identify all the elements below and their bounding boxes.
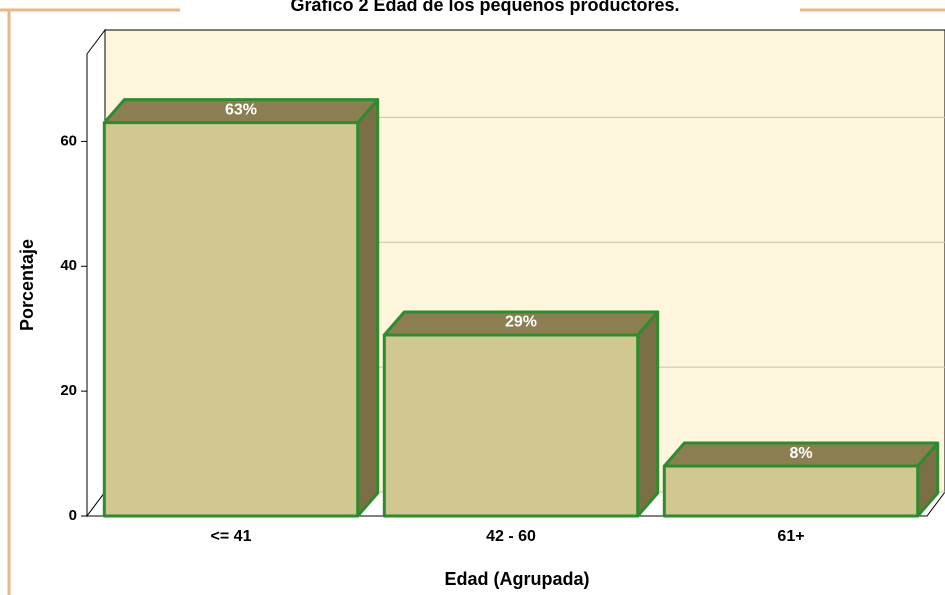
y-axis-label: Porcentaje <box>17 239 37 331</box>
bar <box>102 98 380 518</box>
bar <box>662 441 940 518</box>
bar-front <box>382 333 640 518</box>
y-tick-label: 40 <box>60 257 77 274</box>
bar-front <box>662 464 920 518</box>
value-label: 63% <box>225 101 257 118</box>
value-label: 8% <box>789 445 812 462</box>
x-tick-label: 42 - 60 <box>486 528 536 545</box>
x-tick-label: 61+ <box>777 528 804 545</box>
bars: <= 41 63% 42 - 60 29% 61+ 8% <box>102 98 940 545</box>
bar-side <box>356 98 380 518</box>
bar-side <box>636 310 660 518</box>
x-tick-label: <= 41 <box>211 528 252 545</box>
y-tick-label: 20 <box>60 382 77 399</box>
title-backdrop <box>180 0 800 12</box>
y-tick-label: 60 <box>60 132 77 149</box>
value-label: 29% <box>505 314 537 331</box>
y-tick-label: 0 <box>69 507 77 524</box>
chart-title: Gráfico 2 Edad de los pequeños productor… <box>290 0 679 15</box>
left-wall <box>86 28 106 518</box>
bar <box>382 310 660 518</box>
x-axis-label: Edad (Agrupada) <box>444 569 589 589</box>
bar-front <box>102 121 360 518</box>
